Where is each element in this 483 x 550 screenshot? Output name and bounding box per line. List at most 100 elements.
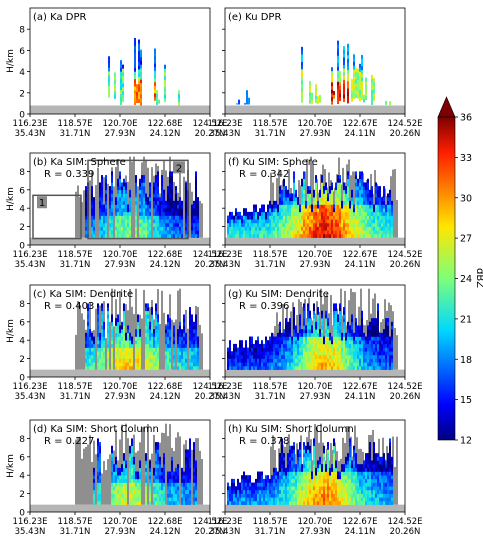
sim-echo-cell (343, 340, 345, 345)
sim-echo-cell (169, 211, 171, 216)
sim-echo-cell (333, 354, 335, 359)
sim-echo-cell (273, 226, 275, 231)
sim-echo-cell (385, 318, 387, 323)
sim-echo-cell (257, 343, 259, 348)
cloud-mask (161, 290, 163, 370)
sim-echo-cell (193, 362, 195, 367)
sim-echo-cell (235, 215, 237, 220)
sim-echo-cell (369, 354, 371, 359)
sim-echo-cell (291, 193, 293, 198)
sim-echo-cell (175, 497, 177, 502)
sim-echo-cell (345, 233, 347, 238)
sim-echo-cell (145, 332, 147, 337)
sim-echo-cell (183, 486, 185, 491)
sim-echo-cell (297, 500, 299, 505)
sim-echo-cell (167, 365, 169, 370)
sim-echo-cell (315, 325, 317, 330)
sim-echo-cell (107, 343, 109, 348)
sim-echo-cell (343, 200, 345, 205)
sim-echo-cell (325, 358, 327, 363)
sim-echo-cell (97, 343, 99, 348)
sim-echo-cell (243, 230, 245, 235)
sim-echo-cell (255, 215, 257, 220)
sim-echo-cell (293, 351, 295, 356)
dpr-echo-cell (361, 95, 363, 100)
sim-echo-cell (139, 362, 141, 367)
sim-echo-cell (327, 226, 329, 231)
sim-echo-cell (261, 208, 263, 213)
sim-echo-cell (157, 200, 159, 205)
sim-echo-cell (307, 325, 309, 330)
sim-echo-cell (145, 343, 147, 348)
sim-echo-cell (335, 200, 337, 205)
sim-echo-cell (317, 314, 319, 319)
sim-echo-cell (283, 193, 285, 198)
sim-echo-cell (369, 200, 371, 205)
sim-echo-cell (289, 332, 291, 337)
cloud-mask (394, 327, 396, 370)
sim-echo-cell (101, 222, 103, 227)
sim-echo-cell (93, 222, 95, 227)
sim-echo-cell (383, 340, 385, 345)
sim-echo-cell (353, 215, 355, 220)
sim-echo-cell (157, 193, 159, 198)
sim-echo-cell (293, 471, 295, 476)
sim-echo-cell (123, 358, 125, 363)
sim-echo-cell (185, 233, 187, 238)
sim-echo-cell (155, 351, 157, 356)
dpr-echo-cell (315, 95, 317, 100)
sim-echo-cell (305, 347, 307, 352)
sim-echo-cell (87, 347, 89, 352)
sim-echo-cell (291, 445, 293, 450)
sim-echo-cell (371, 329, 373, 334)
sim-echo-cell (289, 354, 291, 359)
sim-echo-cell (169, 215, 171, 220)
sim-echo-cell (333, 336, 335, 341)
sim-echo-cell (337, 336, 339, 341)
sim-echo-cell (99, 445, 101, 450)
sim-echo-cell (265, 215, 267, 220)
sim-echo-cell (125, 204, 127, 209)
dpr-echo-cell (164, 68, 166, 73)
sim-echo-cell (191, 219, 193, 224)
dpr-echo-cell (311, 92, 313, 97)
sim-echo-cell (383, 219, 385, 224)
sim-echo-cell (259, 482, 261, 487)
sim-echo-cell (239, 362, 241, 367)
sim-echo-cell (377, 354, 379, 359)
sim-echo-cell (125, 186, 127, 191)
dpr-echo-cell (331, 67, 333, 72)
sim-echo-cell (135, 208, 137, 213)
sim-echo-cell (115, 493, 117, 498)
sim-echo-cell (287, 351, 289, 356)
sim-echo-cell (325, 347, 327, 352)
sim-echo-cell (331, 182, 333, 187)
sim-echo-cell (113, 500, 115, 505)
sim-echo-cell (367, 340, 369, 345)
sim-echo-cell (349, 325, 351, 330)
sim-echo-cell (117, 471, 119, 476)
sim-echo-cell (87, 340, 89, 345)
sim-echo-cell (189, 482, 191, 487)
sim-echo-cell (175, 493, 177, 498)
sim-echo-cell (129, 226, 131, 231)
sim-echo-cell (127, 233, 129, 238)
sim-echo-cell (115, 204, 117, 209)
sim-echo-cell (237, 362, 239, 367)
sim-echo-cell (115, 347, 117, 352)
cloud-mask (77, 438, 79, 505)
sim-echo-cell (267, 497, 269, 502)
sim-echo-cell (85, 226, 87, 231)
sim-echo-cell (239, 230, 241, 235)
sim-echo-cell (115, 500, 117, 505)
cloud-mask (199, 450, 201, 505)
dpr-echo-cell (114, 91, 116, 96)
sim-echo-cell (319, 354, 321, 359)
sim-echo-cell (303, 464, 305, 469)
sim-echo-cell (119, 230, 121, 235)
sim-echo-cell (167, 332, 169, 337)
sim-echo-cell (231, 219, 233, 224)
sim-echo-cell (371, 200, 373, 205)
sim-echo-cell (303, 314, 305, 319)
